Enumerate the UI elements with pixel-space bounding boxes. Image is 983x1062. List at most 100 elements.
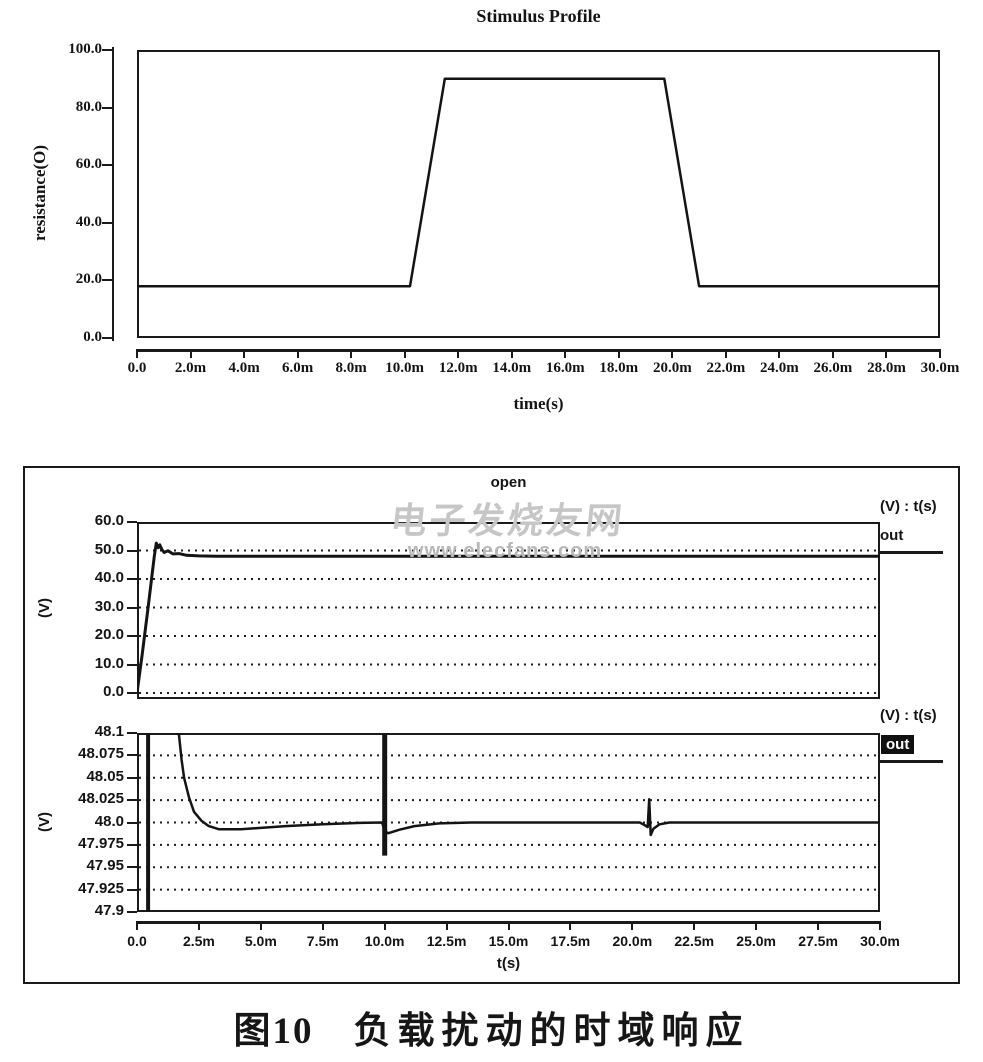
y-tick-mark bbox=[127, 606, 137, 609]
open-x-axis-label: t(s) bbox=[496, 955, 521, 972]
x-tick-label: 4.0m bbox=[228, 360, 260, 376]
x-tick-mark bbox=[321, 921, 324, 930]
x-tick-mark bbox=[457, 349, 460, 358]
y-tick-mark bbox=[102, 106, 112, 109]
y-tick-mark bbox=[102, 337, 112, 339]
y-tick-label: 48.025 bbox=[78, 790, 124, 808]
y-tick-label: 100.0 bbox=[68, 41, 102, 57]
stimulus-plot-frame bbox=[137, 50, 940, 338]
stimulus-title: Stimulus Profile bbox=[476, 6, 601, 26]
x-tick-mark bbox=[189, 349, 192, 358]
x-tick-mark bbox=[879, 921, 881, 930]
y-tick-label: 10.0 bbox=[94, 654, 124, 672]
x-tick-mark bbox=[724, 349, 727, 358]
y-tick-label: 48.0 bbox=[94, 812, 124, 830]
x-tick-label: 6.0m bbox=[281, 360, 314, 376]
x-tick-mark bbox=[383, 921, 386, 930]
x-tick-label: 10.0m bbox=[364, 933, 405, 949]
x-tick-mark bbox=[564, 349, 567, 358]
x-tick-label: 25.0m bbox=[736, 933, 776, 949]
x-tick-label: 0.0 bbox=[127, 933, 147, 949]
x-tick-mark bbox=[831, 349, 834, 358]
x-tick-mark bbox=[403, 349, 406, 358]
open-figure-border bbox=[23, 466, 960, 984]
x-tick-mark bbox=[296, 349, 299, 358]
y-tick-label: 48.075 bbox=[78, 745, 124, 763]
y-tick-mark bbox=[127, 578, 137, 580]
y-tick-label: 48.05 bbox=[86, 767, 124, 785]
x-tick-label: 12.0m bbox=[438, 360, 478, 376]
open-top-legend-header: (V) : t(s) bbox=[880, 498, 937, 515]
y-tick-mark bbox=[102, 49, 112, 51]
open-bottom-legend-header: (V) : t(s) bbox=[880, 707, 937, 724]
y-tick-mark bbox=[127, 888, 137, 891]
stimulus-x-axis-line bbox=[137, 349, 940, 352]
x-tick-mark bbox=[569, 921, 572, 930]
x-tick-mark bbox=[778, 349, 781, 358]
x-tick-mark bbox=[259, 921, 262, 930]
x-tick-label: 15.0m bbox=[488, 933, 529, 949]
x-tick-label: 26.0m bbox=[813, 360, 853, 376]
x-tick-mark bbox=[617, 349, 620, 358]
x-tick-mark bbox=[755, 921, 758, 930]
x-tick-mark bbox=[136, 349, 138, 358]
x-tick-label: 2.5m bbox=[182, 933, 215, 949]
y-tick-label: 60.0 bbox=[75, 156, 102, 173]
y-tick-label: 0.0 bbox=[83, 329, 102, 345]
x-tick-mark bbox=[136, 921, 138, 930]
y-tick-mark bbox=[127, 732, 137, 734]
x-tick-label: 30.0m bbox=[860, 933, 900, 949]
x-tick-mark bbox=[939, 349, 941, 358]
y-tick-label: 0.0 bbox=[103, 683, 124, 700]
watermark-url: www.elecfans.com bbox=[407, 540, 603, 562]
x-tick-label: 14.0m bbox=[492, 360, 532, 376]
x-tick-mark bbox=[817, 921, 820, 930]
y-tick-mark bbox=[127, 549, 137, 552]
y-tick-mark bbox=[127, 663, 137, 666]
y-tick-label: 80.0 bbox=[75, 98, 102, 115]
y-tick-mark bbox=[127, 821, 137, 824]
x-tick-label: 8.0m bbox=[335, 360, 367, 376]
y-tick-mark bbox=[102, 221, 112, 224]
x-tick-label: 27.5m bbox=[798, 933, 838, 949]
y-tick-mark bbox=[127, 776, 137, 779]
y-tick-label: 47.9 bbox=[94, 902, 124, 919]
x-tick-label: 12.5m bbox=[426, 933, 467, 949]
x-tick-mark bbox=[445, 921, 448, 930]
y-tick-mark bbox=[127, 843, 137, 846]
y-tick-mark bbox=[102, 279, 112, 282]
y-tick-label: 40.0 bbox=[94, 569, 124, 586]
y-tick-mark bbox=[127, 799, 137, 802]
y-tick-label: 47.925 bbox=[78, 879, 124, 897]
x-tick-label: 24.0m bbox=[760, 360, 799, 376]
figure-caption-title: 负载扰动的时域响应 bbox=[353, 1011, 750, 1052]
x-tick-label: 28.0m bbox=[867, 360, 906, 376]
x-tick-label: 5.0m bbox=[244, 933, 277, 949]
x-tick-mark bbox=[350, 349, 353, 358]
x-tick-label: 18.0m bbox=[599, 360, 639, 376]
x-tick-label: 0.0 bbox=[127, 360, 147, 376]
y-tick-label: 60.0 bbox=[94, 512, 124, 529]
stimulus-trace-canvas bbox=[137, 77, 940, 288]
x-tick-mark bbox=[671, 349, 674, 358]
y-tick-mark bbox=[102, 164, 112, 167]
y-tick-label: 48.1 bbox=[94, 723, 124, 740]
x-tick-label: 22.5m bbox=[674, 933, 715, 949]
x-tick-mark bbox=[885, 349, 888, 358]
x-tick-label: 16.0m bbox=[545, 360, 585, 376]
y-tick-label: 47.95 bbox=[86, 857, 124, 875]
open-bottom-legend-line bbox=[879, 760, 943, 763]
x-tick-label: 10.0m bbox=[385, 360, 425, 376]
x-tick-mark bbox=[507, 921, 510, 930]
x-tick-label: 17.5m bbox=[550, 933, 591, 949]
y-tick-label: 20.0 bbox=[94, 626, 124, 643]
open-top-trace-canvas bbox=[137, 541, 880, 694]
stimulus-y-axis-label: resistance(O) bbox=[30, 145, 49, 241]
y-tick-mark bbox=[127, 866, 137, 869]
y-tick-mark bbox=[127, 635, 137, 637]
open-bottom-trace-canvas bbox=[139, 733, 880, 912]
x-tick-label: 7.5m bbox=[306, 933, 339, 949]
x-tick-mark bbox=[197, 921, 200, 930]
y-tick-mark bbox=[127, 911, 137, 913]
